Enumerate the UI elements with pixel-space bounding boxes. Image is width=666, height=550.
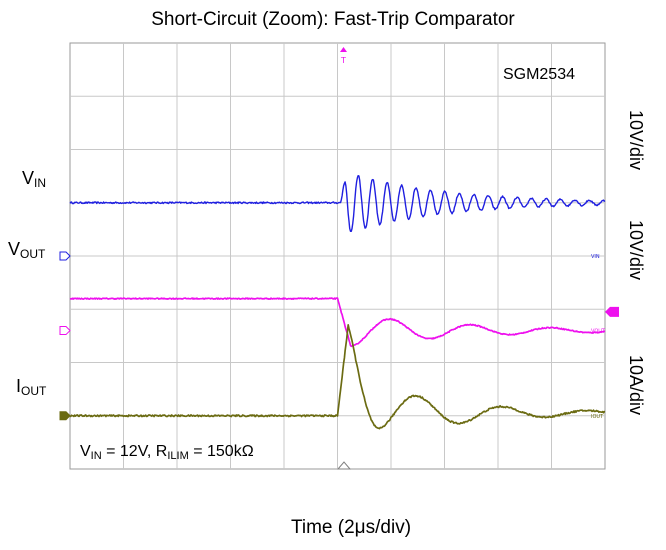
ground-marker-vin: [59, 251, 71, 261]
ground-marker-vout: [59, 326, 71, 336]
ref-label-iout: IOUT: [591, 414, 604, 420]
x-axis-label: Time (2μs/div): [291, 517, 411, 538]
trigger-level-marker: [605, 306, 619, 317]
trace-vin: [69, 175, 606, 232]
channel-label-vin: VIN: [22, 168, 46, 190]
trigger-position-icon: [336, 461, 352, 470]
ground-marker-iout: [59, 411, 71, 421]
scale-label-vout: 10V/div: [626, 220, 646, 280]
trace-iout: [69, 324, 606, 430]
ref-label-vout: VOUT: [591, 329, 606, 335]
trigger-marker: T: [340, 47, 347, 65]
trigger-marker-label: T: [340, 56, 346, 65]
channel-label-vout: VOUT: [8, 239, 46, 261]
trace-vout: [69, 297, 606, 348]
scale-label-vin: 10V/div: [626, 110, 646, 170]
channel-label-iout: IOUT: [16, 376, 47, 398]
ref-label-vin: VIN: [591, 254, 600, 260]
part-number: SGM2534: [503, 66, 575, 83]
traces: VIN VOUT IOUT: [59, 175, 619, 430]
conditions-label: VIN = 12V, RILIM = 150kΩ: [80, 443, 254, 462]
scale-label-iout: 10A/div: [626, 355, 646, 415]
chart-title: Short-Circuit (Zoom): Fast-Trip Comparat…: [151, 9, 515, 30]
